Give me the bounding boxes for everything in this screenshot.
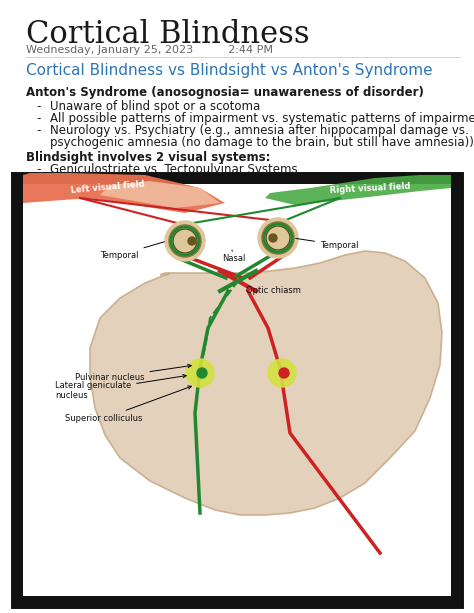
Text: Lateral geniculate
nucleus: Lateral geniculate nucleus [55, 375, 186, 400]
Text: Blindsight involves 2 visual systems:: Blindsight involves 2 visual systems: [26, 151, 271, 164]
Text: -: - [36, 112, 40, 125]
Text: Temporal: Temporal [296, 238, 358, 249]
Text: Superior colliculus: Superior colliculus [65, 386, 191, 423]
Text: Temporal: Temporal [100, 242, 164, 259]
Circle shape [165, 221, 205, 261]
Circle shape [186, 359, 214, 387]
Polygon shape [100, 181, 220, 208]
Text: Optic chiasm: Optic chiasm [246, 286, 301, 295]
Text: Anton's Syndrome (anosognosia= unawareness of disorder): Anton's Syndrome (anosognosia= unawarene… [26, 86, 424, 99]
Text: Nasal: Nasal [222, 250, 246, 263]
Bar [14, 175, 460, 605]
Circle shape [258, 218, 298, 258]
Text: Neurology vs. Psychiatry (e.g., amnesia after hippocampal damage vs.: Neurology vs. Psychiatry (e.g., amnesia … [50, 124, 469, 137]
Text: Geniculostriate vs. Tectopulvinar Systems: Geniculostriate vs. Tectopulvinar System… [50, 163, 298, 176]
Text: -: - [36, 163, 40, 176]
Text: -: - [36, 100, 40, 113]
Text: Unaware of blind spot or a scotoma: Unaware of blind spot or a scotoma [50, 100, 260, 113]
Text: -: - [36, 124, 40, 137]
Text: Right visual field: Right visual field [329, 181, 410, 194]
Polygon shape [265, 175, 451, 205]
Polygon shape [90, 251, 442, 515]
Circle shape [188, 237, 196, 245]
Text: Cortical Blindness vs Blindsight vs Anton's Syndrome: Cortical Blindness vs Blindsight vs Anto… [26, 63, 433, 78]
Polygon shape [23, 173, 225, 213]
Circle shape [279, 368, 289, 378]
Text: All possible patterns of impairment vs. systematic patterns of impairment: All possible patterns of impairment vs. … [50, 112, 474, 125]
Text: psychogenic amnesia (no damage to the brain, but still have amnesia)): psychogenic amnesia (no damage to the br… [50, 136, 474, 149]
Text: Left visual field: Left visual field [71, 179, 146, 195]
Bar [23, 184, 451, 596]
Text: Wednesday, January 25, 2023          2:44 PM: Wednesday, January 25, 2023 2:44 PM [26, 45, 273, 55]
Circle shape [268, 359, 296, 387]
Circle shape [269, 234, 277, 242]
Circle shape [197, 368, 207, 378]
Text: Pulvinar nucleus: Pulvinar nucleus [75, 364, 191, 382]
Text: Cortical Blindness: Cortical Blindness [26, 19, 310, 50]
